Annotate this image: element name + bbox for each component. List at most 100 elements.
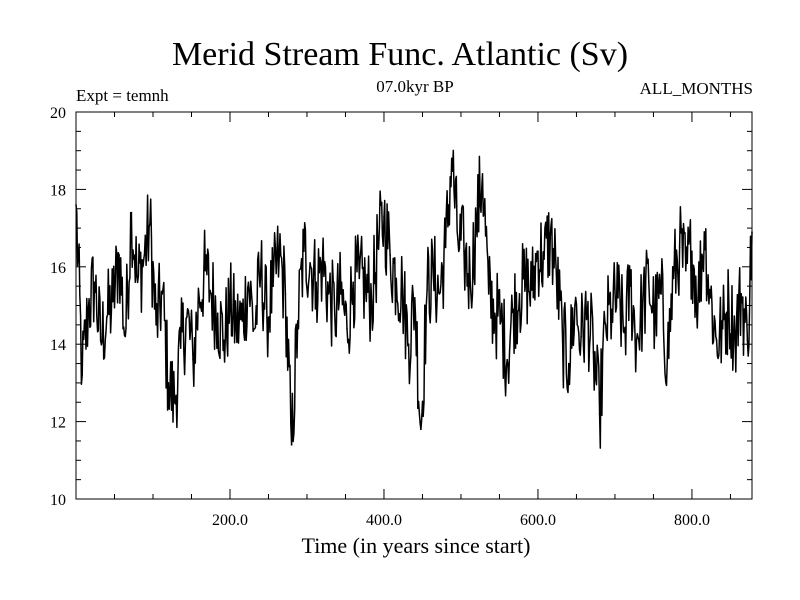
data-point (555, 273, 558, 276)
data-point (475, 223, 478, 226)
plot-frame (75, 111, 753, 500)
data-point (635, 339, 638, 342)
data-point (315, 281, 318, 284)
data-point (648, 281, 650, 284)
data-point (105, 316, 108, 318)
data-point (512, 308, 515, 311)
data-point (253, 327, 256, 330)
data-point (296, 320, 299, 322)
y-tick-label: 14 (50, 337, 66, 354)
data-point (506, 358, 508, 361)
data-point (567, 362, 570, 365)
data-point (210, 293, 213, 295)
data-point (684, 269, 687, 272)
data-point (118, 254, 120, 256)
data-point (691, 250, 693, 253)
data-point (413, 296, 416, 299)
data-point (192, 358, 194, 361)
data-point (198, 296, 200, 299)
data-point (703, 231, 706, 233)
data-point (715, 339, 718, 342)
data-point (93, 281, 96, 284)
data-point (358, 277, 361, 280)
data-point (697, 296, 699, 299)
data-point (728, 304, 730, 307)
data-point (481, 173, 484, 175)
data-point (444, 246, 447, 249)
data-point (112, 300, 114, 303)
data-point (463, 250, 465, 253)
data-point (155, 324, 157, 326)
data-point (149, 223, 151, 226)
data-point (309, 262, 311, 264)
data-point (407, 343, 410, 346)
data-point (173, 401, 176, 404)
x-tick-label: 600.0 (520, 512, 556, 529)
data-point (229, 304, 231, 307)
data-point (389, 254, 391, 256)
data-point (487, 293, 490, 295)
data-point (537, 250, 539, 253)
x-tick-label: 200.0 (212, 512, 248, 529)
data-point (654, 316, 656, 318)
data-point (186, 316, 188, 318)
y-tick-label: 18 (50, 182, 66, 199)
data-point (161, 293, 164, 295)
data-point (179, 347, 182, 349)
data-point (740, 293, 743, 295)
data-point (321, 262, 324, 264)
data-point (598, 413, 601, 415)
data-point (746, 339, 749, 342)
data-point (130, 211, 133, 214)
period-label: ALL_MONTHS (639, 79, 753, 98)
data-point (524, 281, 527, 284)
y-tick-label: 10 (50, 492, 66, 509)
data-point (420, 428, 422, 431)
data-point (586, 316, 589, 318)
data-point (549, 235, 552, 237)
experiment-label: Expt = temnh (76, 86, 169, 105)
data-point (401, 289, 404, 291)
data-point (592, 351, 595, 353)
data-point (303, 250, 305, 253)
data-point (241, 320, 244, 322)
data-point (223, 339, 225, 342)
data-point (617, 296, 619, 299)
data-point (611, 308, 613, 311)
data-point (469, 281, 472, 284)
data-point (395, 277, 398, 280)
y-tick-label: 12 (50, 415, 66, 432)
data-point (290, 444, 293, 446)
data-point (327, 293, 330, 295)
data-point (494, 312, 496, 315)
data-point (709, 296, 712, 299)
data-point (266, 316, 268, 318)
x-tick-label: 800.0 (674, 512, 710, 529)
data-point (604, 324, 607, 326)
data-point (284, 293, 287, 295)
data-point (450, 157, 453, 160)
data-point (333, 312, 336, 315)
data-point (666, 358, 669, 361)
data-point (678, 246, 681, 249)
data-point (352, 281, 354, 284)
data-point (530, 289, 533, 291)
data-point (457, 238, 459, 241)
data-point (580, 335, 582, 338)
data-point (432, 273, 435, 276)
data-point (660, 293, 662, 295)
data-point (377, 246, 379, 249)
data-point (247, 281, 250, 284)
data-point (136, 281, 139, 284)
data-point (574, 304, 576, 307)
data-point (500, 320, 502, 322)
data-point (672, 277, 675, 280)
data-point (259, 269, 262, 272)
x-tick-label: 400.0 (366, 512, 402, 529)
data-point (370, 300, 373, 303)
data-point (272, 285, 274, 287)
data-point (81, 374, 83, 376)
data-point (641, 304, 644, 307)
x-axis-label: Time (in years since start) (302, 533, 531, 558)
data-point (235, 324, 237, 326)
